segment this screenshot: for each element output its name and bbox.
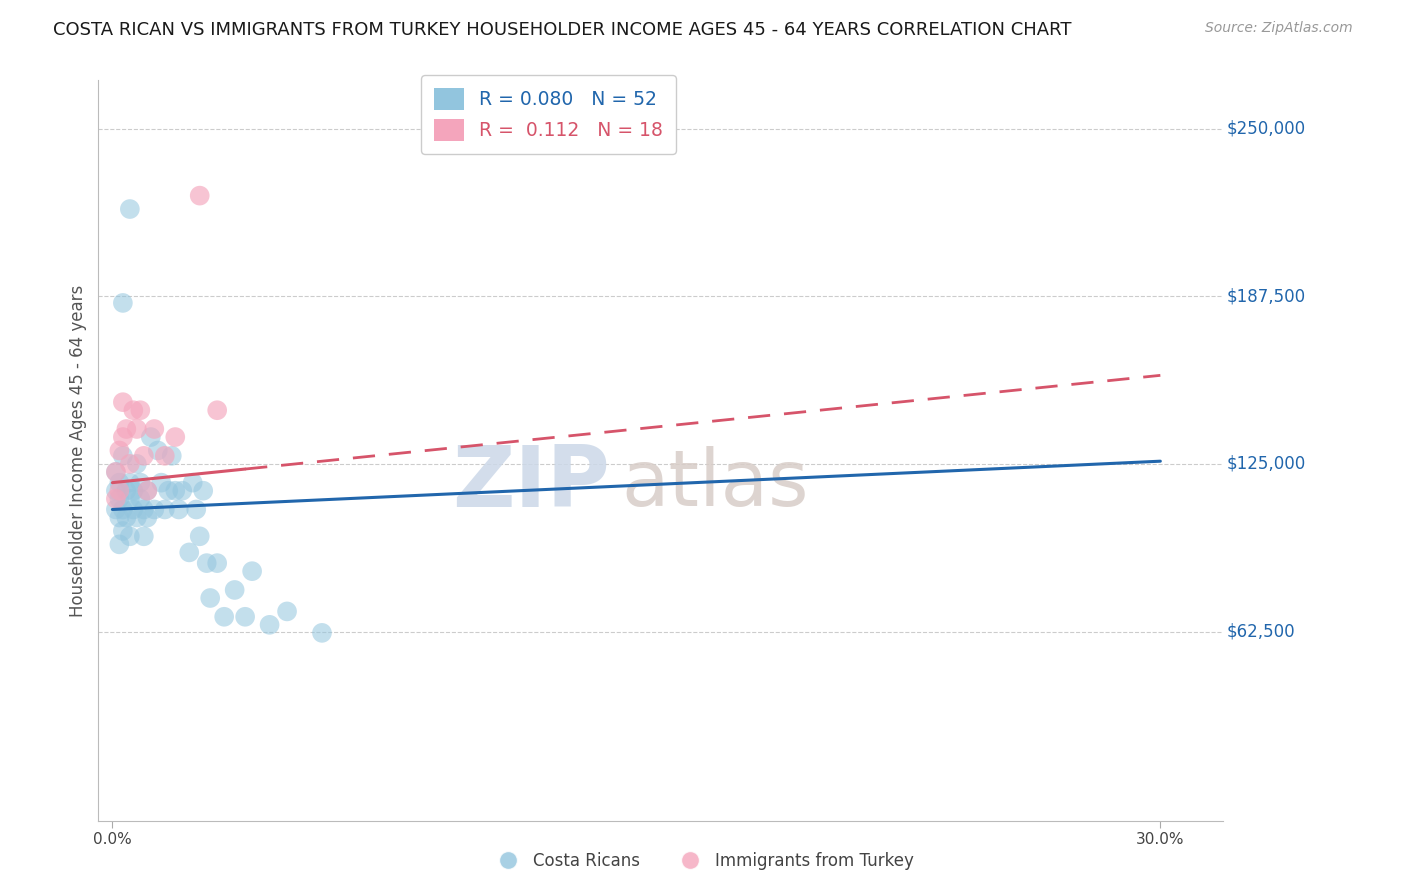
Text: $250,000: $250,000	[1226, 120, 1306, 137]
Point	[108, 491, 131, 506]
Point	[143, 422, 166, 436]
Point	[122, 403, 145, 417]
Point	[233, 609, 256, 624]
Point	[104, 465, 127, 479]
Point	[118, 529, 141, 543]
Y-axis label: Householder Income Ages 45 - 64 years: Householder Income Ages 45 - 64 years	[69, 285, 87, 616]
Point	[146, 443, 169, 458]
Point	[172, 483, 194, 498]
Point	[125, 422, 148, 436]
Text: ZIP: ZIP	[453, 442, 610, 525]
Point	[125, 457, 148, 471]
Point	[165, 483, 187, 498]
Text: $62,500: $62,500	[1226, 623, 1295, 640]
Point	[132, 529, 155, 543]
Point	[188, 188, 211, 202]
Legend: R = 0.080   N = 52, R =  0.112   N = 18: R = 0.080 N = 52, R = 0.112 N = 18	[420, 75, 676, 153]
Point	[188, 529, 211, 543]
Point	[108, 510, 131, 524]
Point	[125, 510, 148, 524]
Point	[104, 502, 127, 516]
Point	[143, 502, 166, 516]
Point	[165, 430, 187, 444]
Point	[205, 556, 228, 570]
Point	[115, 483, 138, 498]
Point	[115, 510, 138, 524]
Text: $125,000: $125,000	[1226, 455, 1306, 473]
Point	[259, 617, 281, 632]
Point	[118, 475, 141, 490]
Point	[224, 582, 246, 597]
Text: COSTA RICAN VS IMMIGRANTS FROM TURKEY HOUSEHOLDER INCOME AGES 45 - 64 YEARS CORR: COSTA RICAN VS IMMIGRANTS FROM TURKEY HO…	[53, 21, 1071, 39]
Point	[104, 465, 127, 479]
Point	[108, 483, 131, 498]
Point	[104, 483, 127, 498]
Point	[122, 502, 145, 516]
Point	[311, 625, 333, 640]
Point	[108, 475, 131, 490]
Point	[111, 524, 134, 538]
Point	[129, 491, 152, 506]
Point	[153, 502, 176, 516]
Point	[118, 491, 141, 506]
Point	[111, 502, 134, 516]
Point	[276, 604, 298, 618]
Point	[179, 545, 201, 559]
Point	[136, 483, 159, 498]
Point	[139, 430, 162, 444]
Point	[108, 443, 131, 458]
Point	[212, 609, 235, 624]
Point	[115, 422, 138, 436]
Point	[136, 510, 159, 524]
Point	[111, 430, 134, 444]
Point	[153, 449, 176, 463]
Point	[160, 449, 183, 463]
Point	[132, 502, 155, 516]
Point	[132, 449, 155, 463]
Point	[111, 395, 134, 409]
Text: atlas: atlas	[621, 446, 808, 522]
Point	[150, 475, 173, 490]
Point	[111, 296, 134, 310]
Point	[111, 449, 134, 463]
Point	[205, 403, 228, 417]
Point	[104, 491, 127, 506]
Point	[240, 564, 263, 578]
Point	[195, 556, 218, 570]
Point	[181, 475, 204, 490]
Text: Source: ZipAtlas.com: Source: ZipAtlas.com	[1205, 21, 1353, 36]
Text: $187,500: $187,500	[1226, 287, 1306, 305]
Point	[193, 483, 215, 498]
Point	[167, 502, 190, 516]
Point	[118, 457, 141, 471]
Point	[122, 483, 145, 498]
Point	[200, 591, 222, 605]
Point	[129, 475, 152, 490]
Point	[129, 403, 152, 417]
Point	[108, 537, 131, 551]
Legend: Costa Ricans, Immigrants from Turkey: Costa Ricans, Immigrants from Turkey	[485, 846, 921, 877]
Point	[186, 502, 208, 516]
Point	[157, 483, 180, 498]
Point	[118, 202, 141, 216]
Point	[136, 483, 159, 498]
